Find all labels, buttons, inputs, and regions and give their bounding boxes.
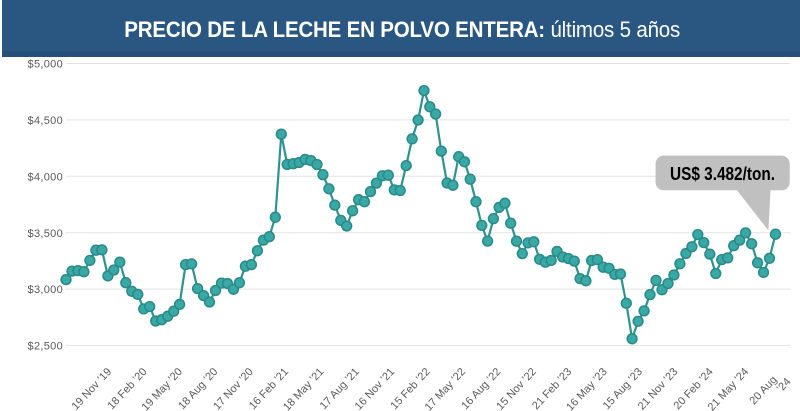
svg-text:$4,500: $4,500	[28, 115, 63, 127]
svg-text:US$ 3.482/ton.: US$ 3.482/ton.	[670, 164, 775, 184]
svg-text:$3,000: $3,000	[28, 284, 63, 296]
svg-text:$3,500: $3,500	[28, 228, 63, 240]
svg-text:$2,500: $2,500	[28, 341, 63, 353]
svg-text:$4,000: $4,000	[28, 171, 63, 183]
svg-text:20 Aug’24: 20 Aug’24	[747, 368, 793, 411]
svg-text:$5,000: $5,000	[28, 59, 63, 71]
